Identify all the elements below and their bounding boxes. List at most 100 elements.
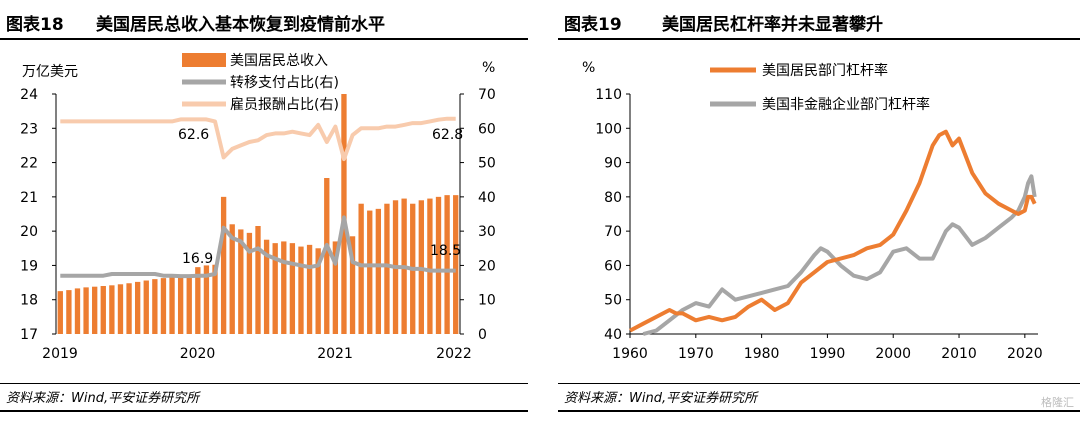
legend-label: 美国非金融企业部门杠杆率: [762, 96, 930, 113]
y-tick-label-left: 20: [20, 224, 38, 240]
income-bar: [212, 264, 218, 334]
income-bar: [160, 278, 167, 334]
income-bar: [375, 208, 382, 334]
x-tick-label: 2022: [436, 346, 472, 362]
legend-label: 美国居民部门杠杆率: [762, 62, 888, 79]
income-bar: [453, 195, 459, 334]
legend-swatch: [182, 53, 226, 67]
income-bar: [238, 229, 244, 334]
income-bar: [306, 244, 313, 334]
y-tick-label: 50: [604, 293, 622, 309]
income-bar: [255, 226, 261, 334]
title-bar: 图表19 美国居民杠杆率并未显著攀升: [558, 4, 1080, 40]
figure-title: 美国居民总收入基本恢复到疫情前水平: [96, 15, 385, 35]
x-tick-label: 2021: [317, 346, 353, 362]
title-bar: 图表18 美国居民总收入基本恢复到疫情前水平: [0, 4, 528, 40]
source-bar: 资料来源：Wind,平安证券研究所: [558, 383, 1080, 412]
watermark: 格隆汇: [1041, 396, 1074, 409]
income-bar: [229, 224, 235, 334]
legend-label: 美国居民总收入: [230, 53, 328, 69]
y-tick-label-right: 0: [478, 327, 487, 343]
x-tick-label: 1970: [678, 346, 714, 362]
y-tick-label-left: 22: [20, 156, 38, 172]
x-tick-label: 2020: [180, 346, 216, 362]
y-unit-right: %: [482, 60, 495, 76]
y-tick-label-right: 70: [478, 87, 496, 103]
income-bar: [341, 94, 347, 334]
y-tick-label-right: 10: [478, 293, 496, 309]
data-label: 18.5: [430, 243, 461, 259]
income-bar: [332, 241, 339, 334]
source-note: 资料来源：Wind,平安证券研究所: [6, 391, 200, 406]
panel-figure-19: 图表19 美国居民杠杆率并未显著攀升 40 50 60 70 80 90 100 110 196…: [558, 0, 1080, 421]
income-bar: [134, 281, 141, 334]
legend-label: 转移支付占比(右): [230, 75, 339, 91]
income-bar: [100, 286, 106, 334]
leverage-chart: 40 50 60 70 80 90 100 110 1960 1970 1980 1990 2000 20…: [582, 60, 1043, 362]
figure-number: 图表19: [564, 15, 622, 35]
income-bar: [186, 274, 192, 334]
transfer-share-line: [60, 215, 456, 279]
y-tick-label-left: 17: [20, 327, 38, 343]
figure-number: 图表18: [6, 15, 64, 35]
data-label: 62.8: [432, 127, 463, 143]
y-tick-label-left: 23: [20, 121, 38, 137]
income-bar: [92, 286, 98, 334]
income-bar: [246, 232, 253, 334]
data-label: 62.6: [178, 127, 209, 143]
income-bar: [367, 210, 373, 334]
y-tick-label: 80: [604, 190, 622, 206]
y-tick-label-left: 19: [20, 258, 38, 274]
y-unit-label: %: [582, 60, 595, 76]
y-tick-label-left: 18: [20, 293, 38, 309]
x-tick-label: 2020: [1007, 346, 1043, 362]
y-tick-label-right: 40: [478, 190, 496, 206]
income-bar: [83, 287, 89, 334]
income-bar: [203, 265, 210, 334]
y-tick-label: 110: [595, 87, 622, 103]
y-tick-label: 90: [604, 156, 622, 172]
x-tick-label: 1980: [744, 346, 780, 362]
source-note: 资料来源：Wind,平安证券研究所: [564, 391, 758, 406]
y-tick-label: 40: [604, 327, 622, 343]
corporate-leverage-line: [642, 174, 1037, 336]
y-tick-label-right: 20: [478, 258, 496, 274]
x-tick-label: 2010: [941, 346, 977, 362]
income-bar: [126, 283, 132, 334]
income-bar: [143, 280, 149, 334]
income-bar: [324, 178, 330, 334]
income-bar: [281, 241, 287, 334]
income-bar: [169, 277, 175, 334]
compensation-share-line: [60, 116, 456, 162]
x-tick-label: 1960: [612, 346, 648, 362]
income-bar: [66, 290, 72, 334]
y-tick-label: 60: [604, 258, 622, 274]
income-bar: [220, 196, 227, 334]
income-bar: [384, 203, 390, 334]
panel-figure-18: 图表18 美国居民总收入基本恢复到疫情前水平 17 18 19 20 21 22 23 24 0…: [0, 0, 528, 421]
y-tick-label: 100: [595, 121, 622, 137]
income-bar: [298, 246, 304, 334]
source-bar: 资料来源：Wind,平安证券研究所: [0, 383, 528, 412]
y-tick-label-right: 30: [478, 224, 496, 240]
figure-title: 美国居民杠杆率并未显著攀升: [662, 15, 883, 35]
income-bar: [57, 291, 63, 334]
y-unit-left: 万亿美元: [22, 64, 78, 80]
income-bar: [315, 248, 321, 334]
income-bar: [435, 196, 442, 334]
y-tick-label-right: 60: [478, 121, 496, 137]
income-bar: [349, 236, 356, 334]
income-bar: [195, 267, 201, 334]
income-bar: [152, 279, 158, 334]
income-bar: [427, 198, 433, 334]
income-bar: [117, 284, 124, 334]
income-bar: [272, 243, 278, 334]
income-bar: [358, 203, 364, 334]
y-tick-label: 70: [604, 224, 622, 240]
x-tick-label: 2019: [42, 346, 78, 362]
x-tick-label: 1990: [810, 346, 846, 362]
income-bar: [263, 239, 270, 334]
legend-label: 雇员报酬占比(右): [230, 96, 339, 113]
y-tick-label-right: 50: [478, 156, 496, 172]
